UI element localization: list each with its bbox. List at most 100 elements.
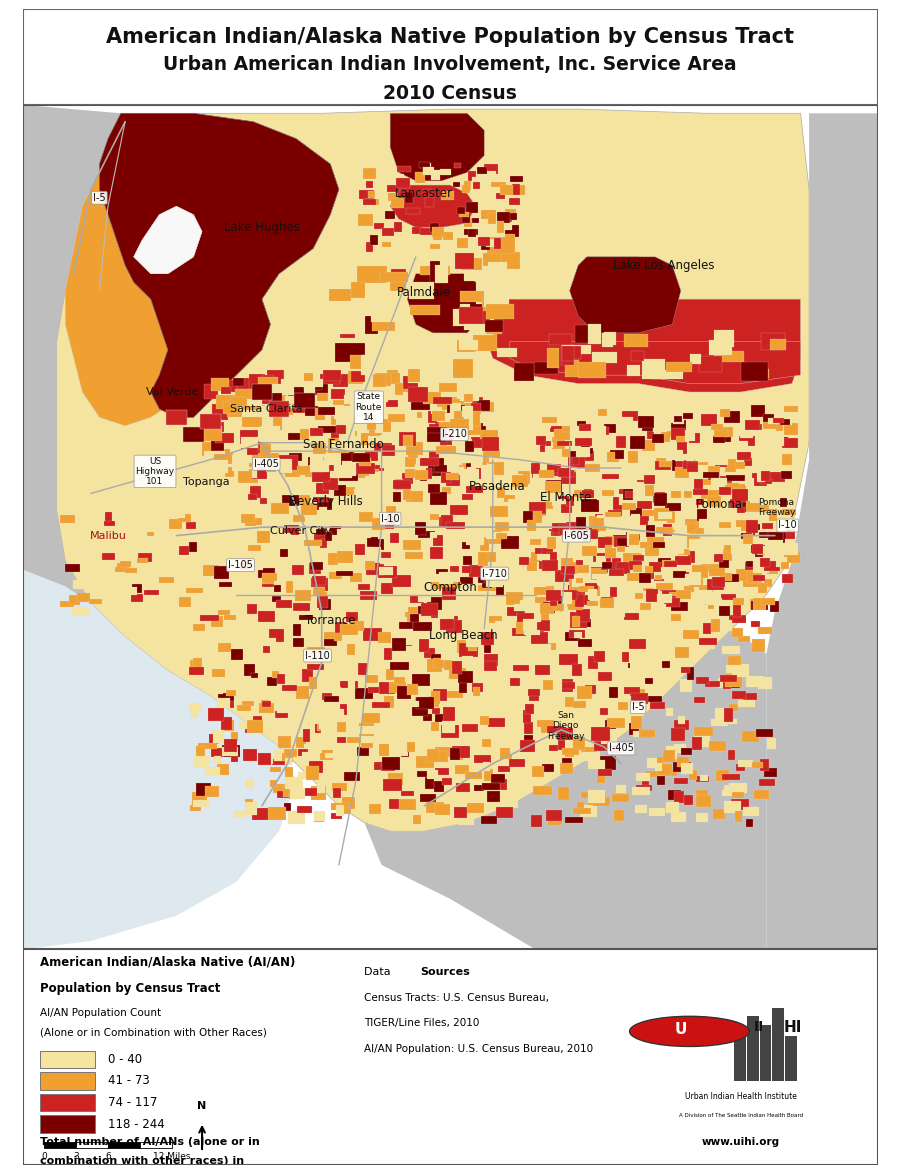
Bar <box>626 536 638 546</box>
Bar <box>478 552 488 565</box>
Bar <box>442 587 456 600</box>
Bar <box>574 619 590 627</box>
Bar <box>760 333 785 350</box>
Bar <box>425 777 434 789</box>
Bar <box>310 563 323 570</box>
Bar <box>628 451 638 464</box>
Bar <box>565 360 580 377</box>
Bar <box>532 620 550 630</box>
Bar <box>346 727 356 739</box>
Bar <box>260 499 267 503</box>
Bar <box>455 765 469 775</box>
Bar <box>606 607 625 616</box>
Bar <box>443 707 455 721</box>
Bar <box>423 167 434 176</box>
Bar <box>488 262 507 278</box>
Bar <box>213 756 221 763</box>
Bar <box>256 525 267 532</box>
Bar <box>250 454 271 461</box>
Bar <box>316 421 331 432</box>
Bar <box>570 617 587 628</box>
Bar <box>130 548 138 556</box>
Bar <box>413 622 432 631</box>
Bar <box>745 563 754 570</box>
Bar <box>657 764 672 775</box>
Bar <box>491 277 520 291</box>
Bar <box>680 679 692 692</box>
Bar <box>419 795 436 803</box>
Bar <box>561 345 574 365</box>
Bar <box>676 591 691 600</box>
Bar <box>430 613 446 619</box>
Bar <box>578 638 592 647</box>
Bar <box>406 552 423 559</box>
Bar <box>463 384 482 394</box>
Bar <box>251 433 269 443</box>
Bar <box>561 566 574 574</box>
Bar <box>415 172 425 183</box>
Bar <box>697 796 711 807</box>
Bar <box>602 490 614 496</box>
Bar <box>569 534 583 546</box>
Bar <box>590 516 605 528</box>
Bar <box>333 313 362 334</box>
Bar <box>719 487 731 495</box>
Bar <box>428 463 441 476</box>
Bar <box>464 612 474 622</box>
Bar <box>264 501 277 508</box>
Bar <box>465 486 483 493</box>
Bar <box>331 431 345 446</box>
Bar <box>782 509 796 515</box>
Bar <box>400 750 410 757</box>
Bar <box>325 531 332 541</box>
Bar <box>312 379 323 387</box>
Bar <box>508 198 519 205</box>
Bar <box>404 192 412 203</box>
Bar <box>701 564 719 572</box>
Bar <box>565 346 581 359</box>
Bar <box>250 433 262 440</box>
Bar <box>668 790 681 800</box>
Bar <box>500 184 513 195</box>
Bar <box>373 374 386 387</box>
Bar <box>724 677 731 690</box>
Bar <box>505 474 523 483</box>
Bar <box>369 461 384 471</box>
Bar <box>758 628 772 634</box>
Bar <box>252 438 265 453</box>
Bar <box>408 373 418 383</box>
Bar <box>332 260 346 281</box>
Bar <box>400 383 410 391</box>
Bar <box>310 451 323 463</box>
Bar <box>595 514 603 522</box>
Bar <box>244 664 255 677</box>
Bar <box>416 756 434 769</box>
Bar <box>701 422 712 430</box>
Bar <box>475 456 489 463</box>
Bar <box>754 790 769 799</box>
Bar <box>459 643 478 657</box>
Bar <box>524 735 534 748</box>
Bar <box>280 534 291 543</box>
Bar <box>554 486 570 492</box>
Bar <box>633 565 643 572</box>
Bar <box>504 495 516 502</box>
Bar <box>637 471 644 482</box>
Bar <box>526 521 536 531</box>
Bar <box>202 443 220 456</box>
Bar <box>388 193 398 202</box>
Bar <box>261 700 269 713</box>
Bar <box>392 605 408 612</box>
Bar <box>458 813 474 825</box>
Bar <box>584 488 592 495</box>
Bar <box>585 468 602 473</box>
Bar <box>454 163 461 168</box>
Bar <box>221 388 231 394</box>
Bar <box>605 522 618 529</box>
Bar <box>379 529 392 539</box>
Text: AI/AN Population: U.S. Census Bureau, 2010: AI/AN Population: U.S. Census Bureau, 20… <box>364 1044 594 1054</box>
Bar <box>718 678 728 689</box>
Text: 2010 Census: 2010 Census <box>383 84 517 103</box>
Bar <box>238 396 247 407</box>
Bar <box>531 464 544 474</box>
